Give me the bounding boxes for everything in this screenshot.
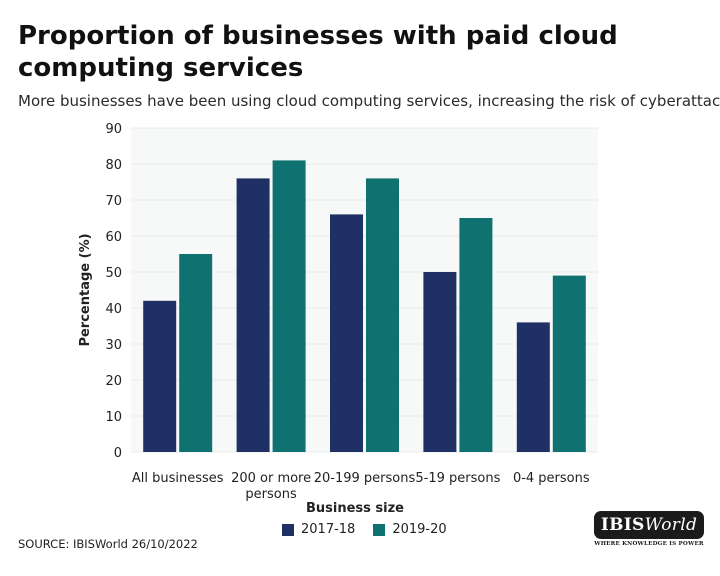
bar-2017-18-4: [516, 322, 550, 452]
bar-2019-20-1: [272, 160, 306, 452]
x-tick-label-line: 200 or more: [231, 471, 311, 486]
y-tick-label: 50: [105, 266, 122, 281]
legend-item-2017-18: 2017-18: [282, 522, 355, 537]
legend-item-2019-20: 2019-20: [373, 522, 447, 537]
x-tick-label: 5-19 persons: [415, 471, 500, 486]
bar-2019-20-3: [459, 218, 493, 452]
logo-text-italic: World: [644, 515, 698, 535]
y-tick-label: 60: [105, 230, 122, 245]
y-tick-label: 90: [105, 122, 122, 137]
x-tick-label-line: 0-4 persons: [513, 471, 590, 486]
ibisworld-logo: IBIS World WHERE KNOWLEDGE IS POWER: [594, 511, 704, 547]
bar-2017-18-1: [236, 178, 270, 452]
x-tick-label-line: 5-19 persons: [415, 471, 500, 486]
y-tick-label: 40: [105, 302, 122, 317]
legend-label-2019-20: 2019-20: [392, 522, 447, 537]
x-tick-label: 20-199 persons: [314, 471, 416, 486]
y-tick-label: 0: [114, 446, 122, 461]
y-tick-label: 10: [105, 410, 122, 425]
x-tick-label: 200 or more persons: [231, 471, 311, 502]
x-tick-label-line: persons: [245, 487, 297, 502]
x-tick-label-line: All businesses: [132, 471, 224, 486]
chart-title: Proportion of businesses with paid cloud…: [18, 21, 618, 83]
bar-2019-20-2: [366, 178, 399, 452]
x-tick-label-line: 20-199 persons: [314, 471, 416, 486]
source-note: SOURCE: IBISWorld 26/10/2022: [18, 537, 198, 551]
x-tick-label: 0-4 persons: [513, 471, 590, 486]
y-axis-title: Percentage (%): [78, 233, 93, 346]
chart-legend: 2017-18 2019-20: [282, 522, 465, 537]
logo-tagline: WHERE KNOWLEDGE IS POWER: [594, 541, 704, 547]
bar-2017-18-0: [143, 300, 177, 452]
legend-swatch-2017-18: [282, 523, 294, 536]
bar-2017-18-2: [330, 214, 363, 452]
logo-text-main: IBIS: [600, 515, 645, 535]
y-tick-label: 80: [105, 158, 122, 173]
legend-swatch-2019-20: [373, 523, 386, 536]
y-tick-label: 70: [105, 194, 122, 209]
bar-2019-20-0: [179, 254, 213, 452]
x-tick-label: All businesses: [132, 471, 224, 486]
bar-2017-18-3: [423, 272, 457, 452]
logo-wordmark: IBIS World: [594, 511, 704, 539]
legend-label-2017-18: 2017-18: [301, 522, 356, 537]
bar-2019-20-4: [552, 275, 586, 452]
x-axis-title: Business size: [306, 501, 404, 516]
y-tick-label: 20: [105, 374, 122, 389]
y-tick-label: 30: [105, 338, 122, 353]
chart-subtitle: More businesses have been using cloud co…: [18, 92, 720, 110]
